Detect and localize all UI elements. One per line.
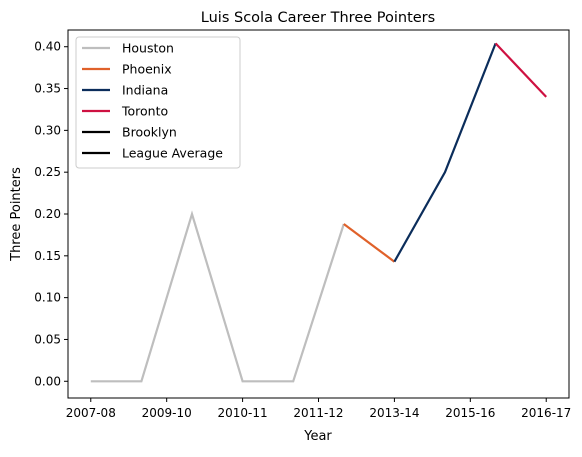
legend-label-league-average: League Average xyxy=(122,146,223,161)
x-tick-label: 2010-11 xyxy=(218,406,268,420)
series-line-houston xyxy=(90,210,345,383)
y-tick-label: 0.25 xyxy=(34,165,61,179)
plot-lines xyxy=(90,42,547,383)
x-axis: 2007-08 2009-10 2010-11 2011-12 2013-14 2015-… xyxy=(66,398,571,420)
x-tick-label: 2009-10 xyxy=(142,406,192,420)
x-tick-label: 2013-14 xyxy=(369,406,419,420)
y-tick-label: 0.40 xyxy=(34,40,61,54)
legend-box xyxy=(75,36,241,169)
y-tick-label: 0.00 xyxy=(34,374,61,388)
y-tick-label: 0.10 xyxy=(34,291,61,305)
legend-label-indiana: Indiana xyxy=(122,83,168,98)
legend: Houston Phoenix Indiana Toronto Brooklyn Leag… xyxy=(75,36,241,169)
y-tick-label: 0.30 xyxy=(34,123,61,137)
y-axis: 0.00 0.05 0.10 0.15 0.20 0.25 0.30 0.35 0.40 xyxy=(34,40,68,388)
x-tick-label: 2011-12 xyxy=(293,406,343,420)
legend-label-houston: Houston xyxy=(122,41,174,56)
x-tick-label: 2016-17 xyxy=(521,406,571,420)
x-axis-label: Year xyxy=(303,429,332,444)
legend-label-phoenix: Phoenix xyxy=(122,62,172,77)
series-line-toronto xyxy=(494,42,547,98)
series-line-phoenix xyxy=(343,223,396,263)
y-axis-label: Three Pointers xyxy=(9,167,24,262)
series-line-indiana xyxy=(393,42,497,263)
y-tick-label: 0.35 xyxy=(34,82,61,96)
chart-title: Luis Scola Career Three Pointers xyxy=(201,10,435,26)
x-tick-label: 2015-16 xyxy=(445,406,495,420)
x-tick-label: 2007-08 xyxy=(66,406,116,420)
legend-label-brooklyn: Brooklyn xyxy=(122,125,177,140)
y-tick-label: 0.20 xyxy=(34,207,61,221)
y-tick-label: 0.05 xyxy=(34,332,61,346)
legend-label-toronto: Toronto xyxy=(121,104,168,119)
y-tick-label: 0.15 xyxy=(34,249,61,263)
